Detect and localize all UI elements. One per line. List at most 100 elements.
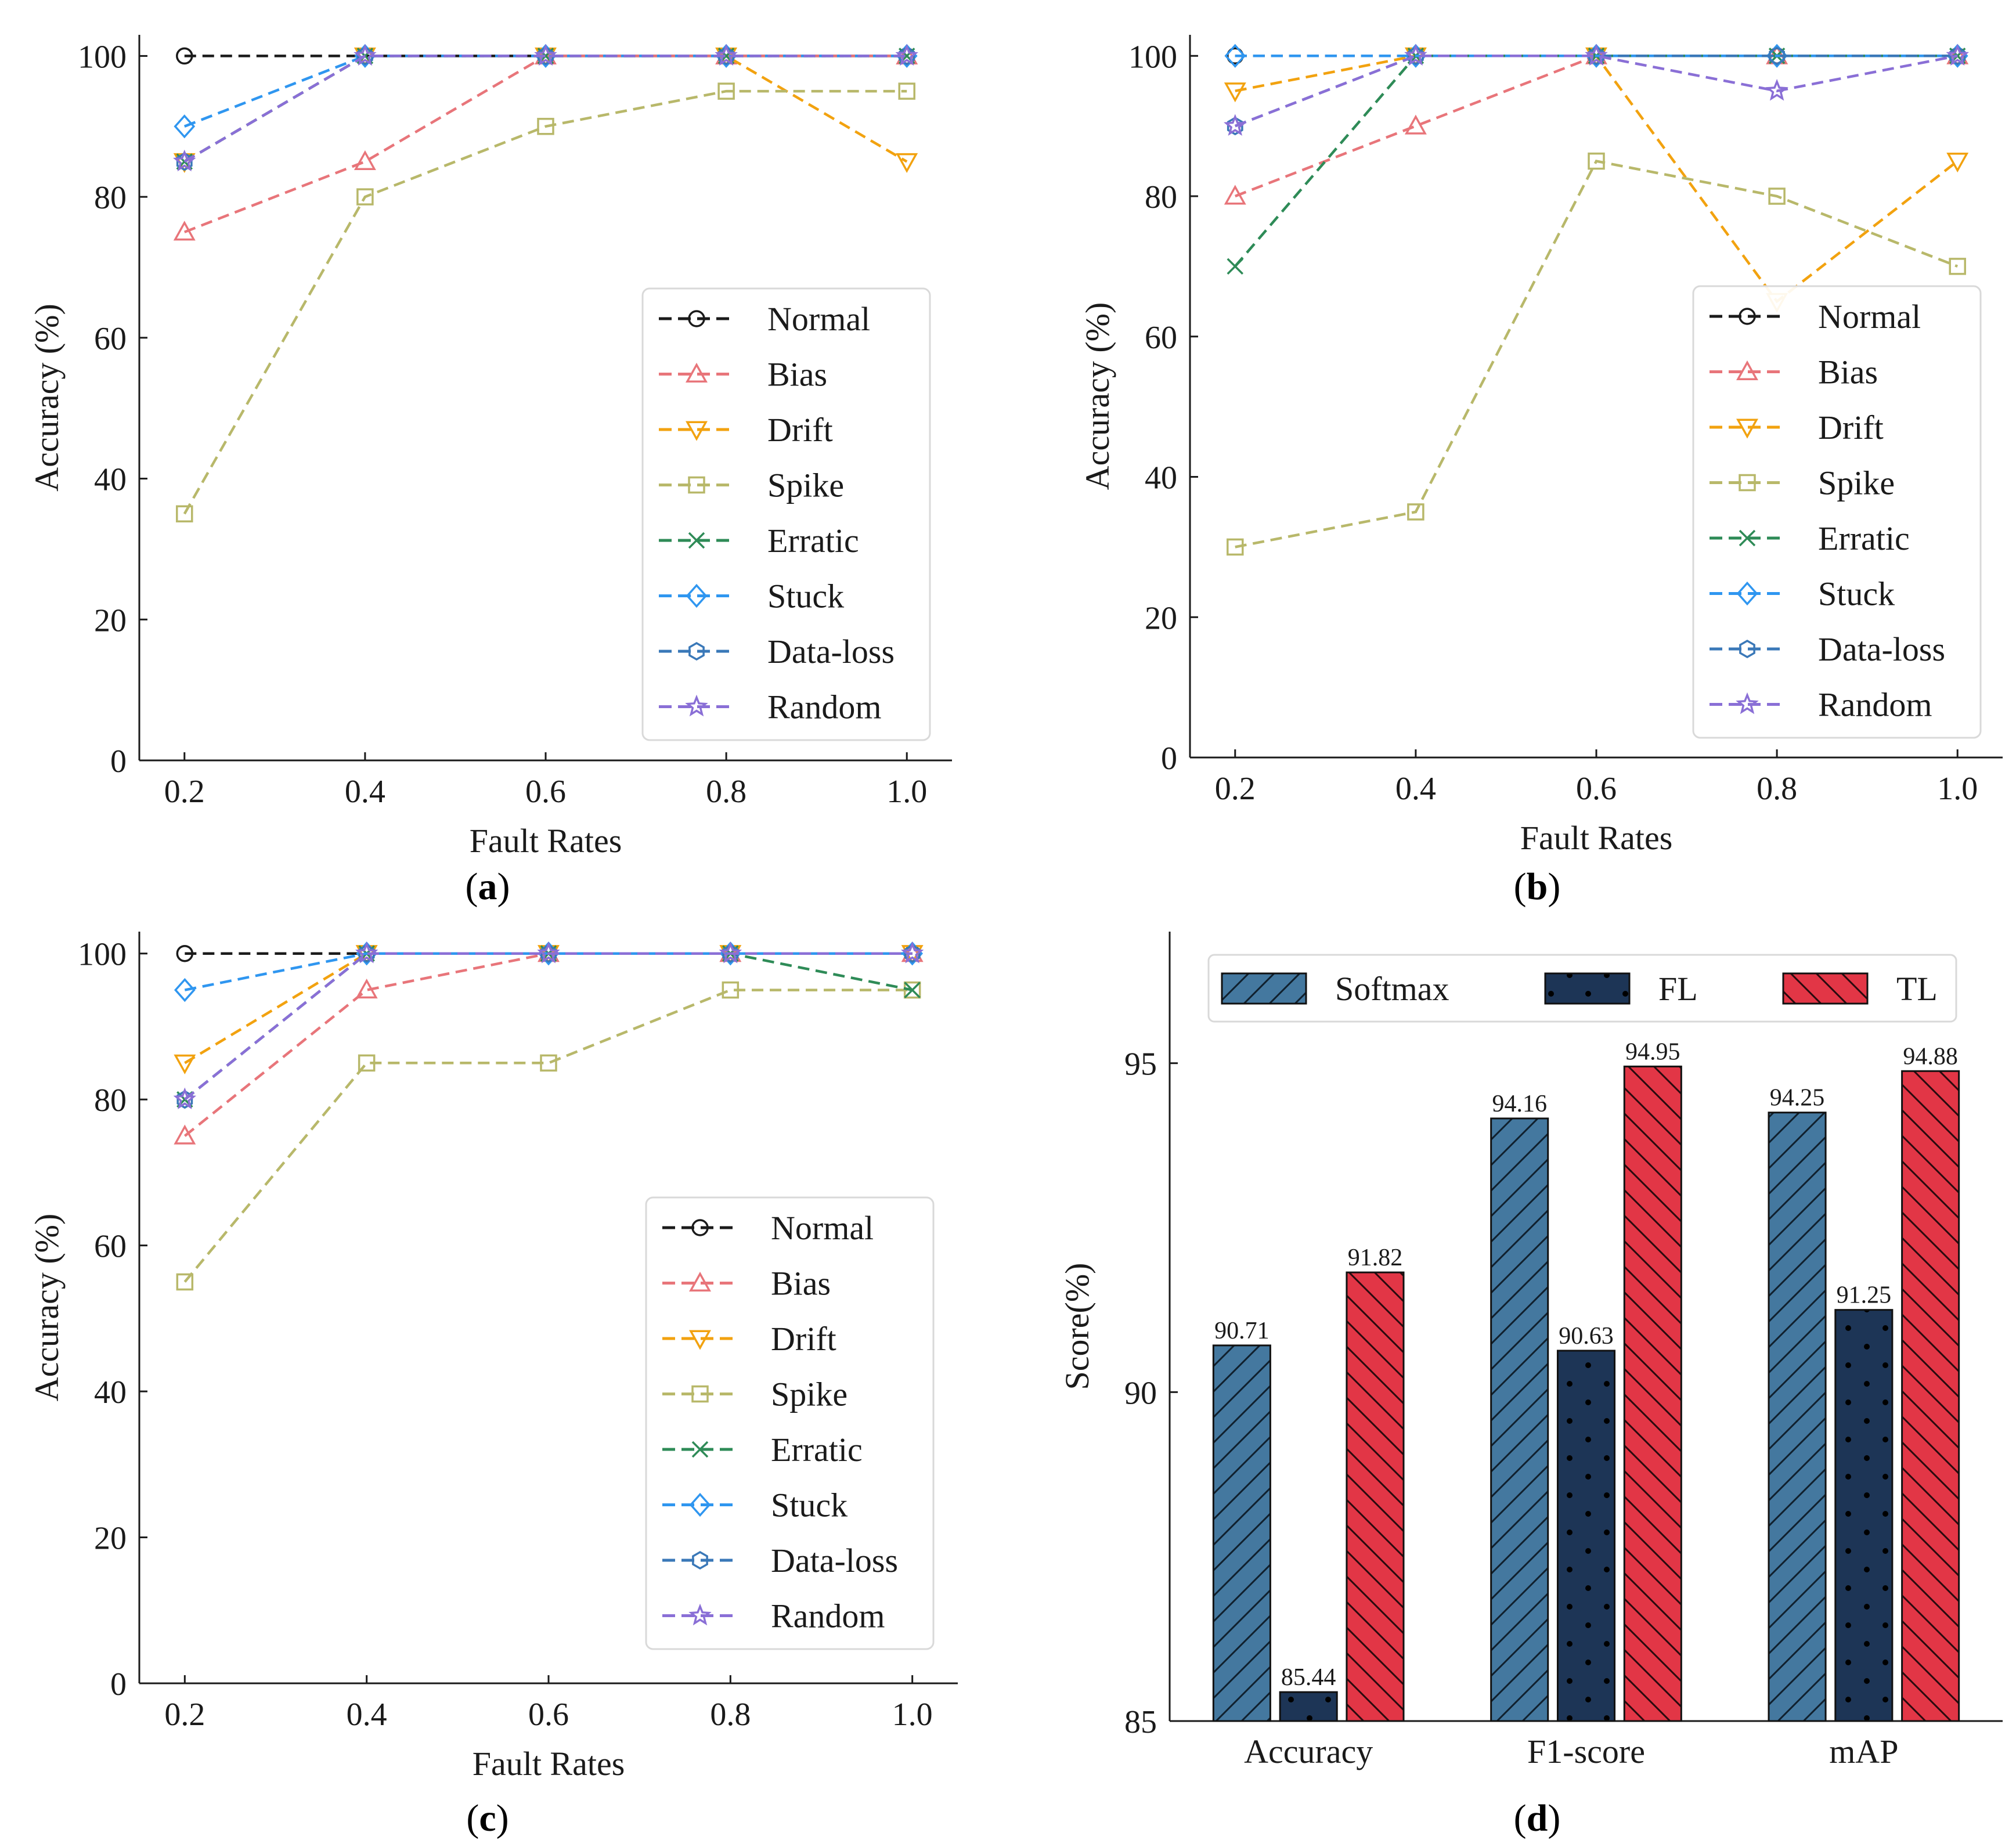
data-point-data-loss [358,944,375,963]
legend-marker [689,1492,711,1517]
legend-entry-random: Random [659,688,882,726]
legend-label: Spike [1818,464,1895,502]
y-tick-label: 40 [1145,460,1177,496]
bar-value-label: 85.44 [1281,1664,1336,1691]
x-tick-label: F1-score [1527,1733,1645,1770]
legend-marker [1739,639,1755,659]
legend-label: Stuck [767,578,844,615]
bar-value-label: 91.82 [1348,1244,1403,1271]
series-spike [176,82,915,522]
data-point-random [1224,114,1247,136]
bar-value-label: 91.25 [1837,1282,1892,1309]
data-point-data-loss [1949,46,1966,66]
data-point-random [1946,44,1969,66]
data-point-spike [1407,503,1424,521]
series-line-bias [183,55,907,233]
data-point-random [900,941,924,964]
legend-label: Drift [1818,409,1884,446]
data-point-spike [1588,152,1605,170]
x-tick-label: 0.4 [345,774,385,810]
bar-fl-map [1834,1309,1894,1722]
legend-label: Bias [767,356,827,394]
data-point-bias [354,150,376,170]
legend-marker [686,421,708,441]
legend-marker [1739,474,1756,492]
x-tick-label: 0.8 [1757,771,1797,807]
bar-value-label: 90.71 [1214,1318,1270,1344]
data-point-drift [1224,82,1246,103]
data-point-erratic [1227,258,1244,275]
series-erratic [176,945,921,1108]
y-tick-label: 80 [1145,179,1177,215]
bar-softmax-f1-score [1490,1117,1549,1722]
legend-marker [688,532,705,549]
data-point-random [895,44,918,66]
series-stuck [174,941,924,1002]
legend-entry-bias: Bias [662,1265,831,1303]
legend-label: FL [1658,970,1698,1008]
series-line-spike [183,989,913,1283]
legend-entry-normal: Normal [659,300,870,338]
series-line-spike [183,89,907,515]
legend-label: Erratic [1818,520,1910,557]
data-point-bias [355,978,378,999]
series-spike [1227,152,1966,556]
legend-box [1692,285,1982,739]
y-tick-label: 60 [94,321,127,357]
bar-fl-f1-score [1556,1350,1616,1722]
legend-entry-fl: FL [1544,970,1698,1008]
x-tick-label: 0.4 [347,1697,387,1733]
legend-marker [686,362,708,383]
data-point-random [173,149,196,172]
legend-entry-drift: Drift [659,411,833,449]
y-tick-label: 90 [1124,1375,1157,1411]
data-point-random [355,941,378,964]
legend-label: Normal [1818,298,1921,336]
data-point-spike [537,118,554,135]
legend-label: Drift [767,411,833,449]
legend-label: Spike [771,1376,847,1413]
data-point-spike [717,82,735,100]
legend-label: Random [771,1597,885,1635]
legend-label: Data-loss [1818,630,1945,668]
data-point-normal [176,944,194,962]
legend-entry-erratic: Erratic [659,522,859,560]
y-axis-label: Accuracy (%) [28,1214,66,1402]
data-point-data-loss [538,46,554,66]
legend-label: Drift [771,1320,836,1358]
series-line-drift [1235,55,1959,304]
data-point-spike [358,1054,376,1072]
series-bias [1224,44,1969,205]
series-random [173,44,918,172]
x-tick-label: 0.8 [706,774,746,810]
data-point-stuck [174,114,196,139]
data-point-drift [896,153,918,174]
data-point-spike [176,505,193,522]
legend-marker [1736,692,1759,715]
x-tick-label: 0.2 [1215,771,1256,807]
series-line-random [183,55,907,163]
y-tick-label: 80 [94,180,127,216]
data-point-data-loss [357,46,373,66]
y-tick-label: 20 [94,603,127,638]
data-point-bias [173,221,196,241]
x-tick-label: 0.6 [1576,771,1617,807]
data-point-random [537,941,560,964]
data-point-spike [1768,187,1786,205]
data-point-random [173,1087,197,1109]
legend-marker [688,641,705,661]
data-point-spike [1949,258,1966,275]
data-point-data-loss [718,46,734,66]
legend-entry-spike: Spike [1710,464,1895,502]
series-line-random [1234,55,1958,128]
legend-entry-spike: Spike [662,1376,847,1413]
data-point-erratic [904,982,921,998]
legend: Normal Bias Drift Spike Erratic Stuck Data-los… [1692,285,1982,739]
bar-softmax-map [1768,1112,1827,1722]
x-tick-label: 0.2 [164,1697,205,1733]
legend-marker [1739,529,1756,547]
data-point-random [715,44,738,66]
legend-marker [692,1550,708,1570]
legend-label: Spike [767,467,844,504]
legend-label: Stuck [1818,575,1895,613]
